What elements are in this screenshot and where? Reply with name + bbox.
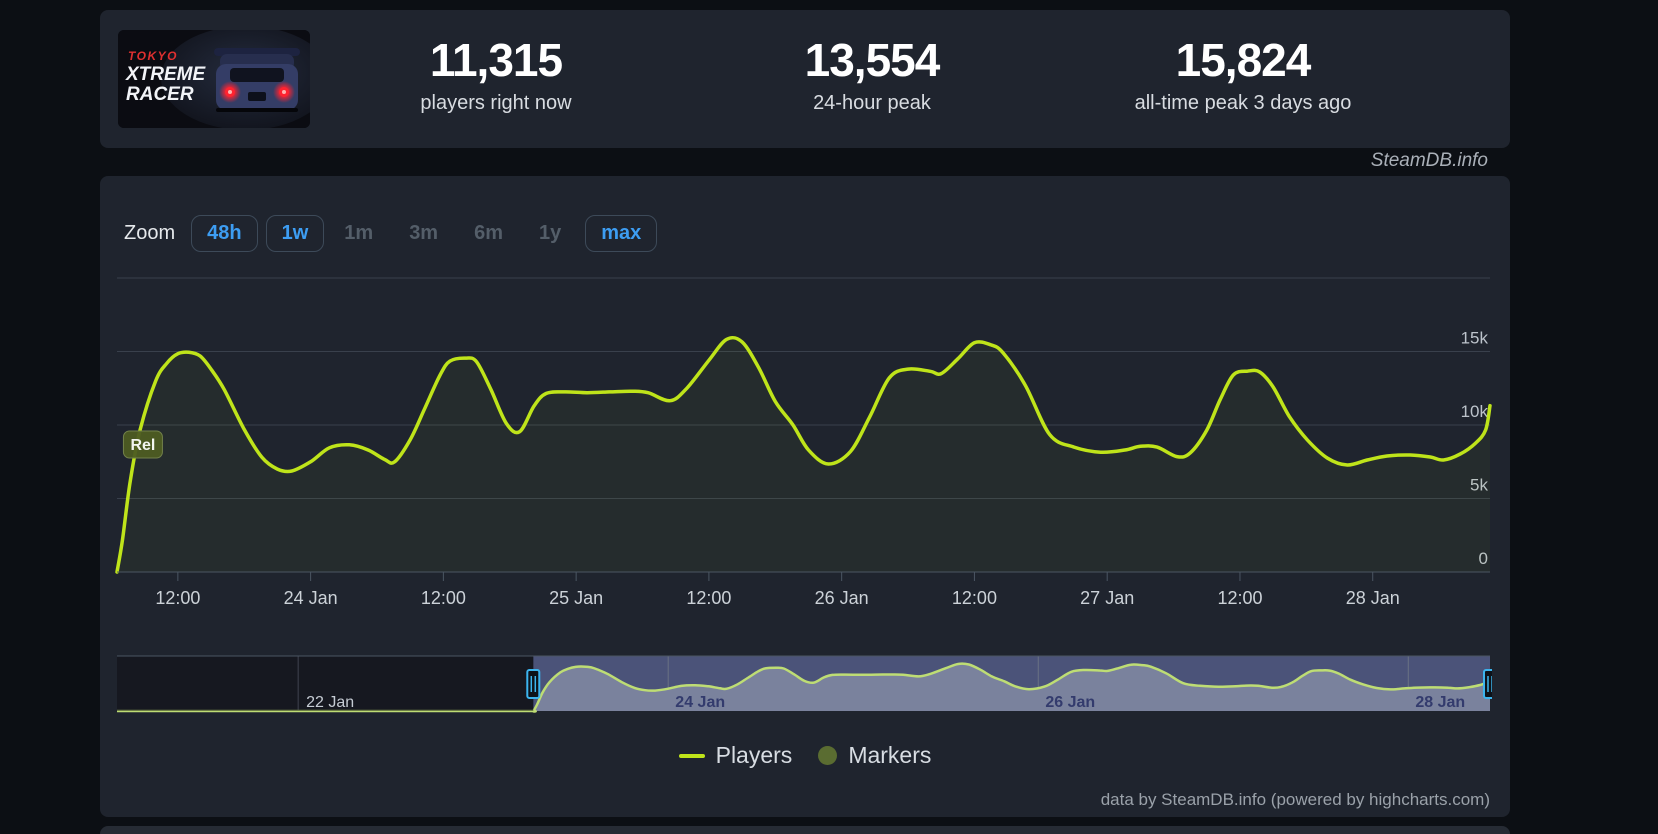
zoom-button-1m: 1m: [332, 215, 385, 252]
markers-dot-swatch: [818, 746, 838, 765]
x-tick-12:00: 12:00: [686, 588, 731, 608]
release-flag-bg: [122, 430, 163, 459]
navigator-line: [117, 662, 1492, 713]
logo-racer: RACER: [126, 84, 194, 105]
legend-label: Markers: [848, 742, 932, 768]
stat-24h-peak: 13,554 24-hour peak: [722, 36, 1022, 115]
navigator-label-24 Jan: 24 Jan: [675, 694, 725, 711]
game-capsule-image: TOKYO XTREME RACER: [118, 30, 310, 128]
navigator-area: [117, 663, 1490, 712]
x-tick-25 Jan: 25 Jan: [549, 588, 603, 608]
y-tick-15k: 15k: [1461, 329, 1489, 348]
zoom-button-48h[interactable]: 48h: [191, 214, 258, 252]
x-tick-12:00: 12:00: [155, 588, 200, 608]
chart-credits[interactable]: data by SteamDB.info (powered by highcha…: [1100, 790, 1490, 809]
logo-tokyo: TOKYO: [128, 49, 178, 63]
stat-alltime-peak: 15,824 all-time peak 3 days ago: [1093, 36, 1393, 115]
players-area-fill: [117, 337, 1490, 572]
y-tick-5k: 5k: [1470, 476, 1488, 495]
chart-legend: Players Markers: [100, 742, 1510, 769]
current-players-value: 11,315: [429, 34, 563, 86]
game-capsule-art: TOKYO XTREME RACER: [118, 30, 310, 128]
x-tick-28 Jan: 28 Jan: [1346, 588, 1400, 608]
next-section-edge: [100, 826, 1510, 834]
players-series-line[interactable]: [115, 335, 1492, 574]
legend-item-players[interactable]: Players: [678, 742, 793, 769]
zoom-button-max[interactable]: max: [585, 214, 658, 252]
peak-24h-value: 13,554: [804, 34, 941, 86]
legend-item-markers[interactable]: Markers: [818, 742, 931, 769]
alltime-peak-value: 15,824: [1175, 34, 1312, 86]
release-flag-label: Rel: [130, 437, 155, 454]
y-tick-10k: 10k: [1461, 402, 1489, 421]
x-tick-27 Jan: 27 Jan: [1080, 588, 1134, 608]
zoom-button-1y: 1y: [527, 215, 573, 252]
navigator-label-26 Jan: 26 Jan: [1045, 694, 1095, 711]
legend-label: Players: [715, 742, 793, 768]
navigator-label-22 Jan: 22 Jan: [306, 694, 354, 711]
steamdb-watermark: SteamDB.info: [1370, 150, 1488, 171]
x-tick-12:00: 12:00: [421, 588, 466, 608]
x-tick-12:00: 12:00: [1217, 588, 1262, 608]
x-tick-12:00: 12:00: [952, 588, 997, 608]
peak-24h-label: 24-hour peak: [813, 92, 931, 115]
navigator-handle-right[interactable]: [1483, 669, 1496, 699]
navigator-mask: [117, 656, 534, 711]
zoom-button-6m: 6m: [462, 215, 515, 252]
zoom-label: Zoom: [124, 221, 176, 244]
x-tick-24 Jan: 24 Jan: [284, 588, 338, 608]
x-tick-26 Jan: 26 Jan: [815, 588, 869, 608]
zoom-controls: Zoom 48h 1w 1m 3m 6m 1y max: [124, 213, 665, 253]
navigator-label-28 Jan: 28 Jan: [1415, 694, 1465, 711]
players-chart[interactable]: 0 5k 10k 15k 12:00 24 Jan 12:00 25 Jan 12:00 26 J…: [100, 176, 1510, 817]
zoom-button-1w[interactable]: 1w: [265, 214, 325, 252]
navigator-handle-left[interactable]: [526, 669, 541, 699]
y-tick-0: 0: [1479, 549, 1488, 568]
stats-card: TOKYO XTREME RACER 11,315 players right …: [100, 10, 1510, 148]
players-line-swatch: [678, 753, 705, 758]
stat-current-players: 11,315 players right now: [346, 36, 646, 115]
current-players-label: players right now: [420, 92, 572, 115]
release-flag[interactable]: Rel: [122, 430, 163, 459]
zoom-button-3m: 3m: [397, 215, 450, 252]
alltime-peak-label: all-time peak 3 days ago: [1134, 92, 1352, 115]
car-rear: [214, 48, 300, 112]
logo-xtreme: XTREME: [125, 64, 207, 85]
